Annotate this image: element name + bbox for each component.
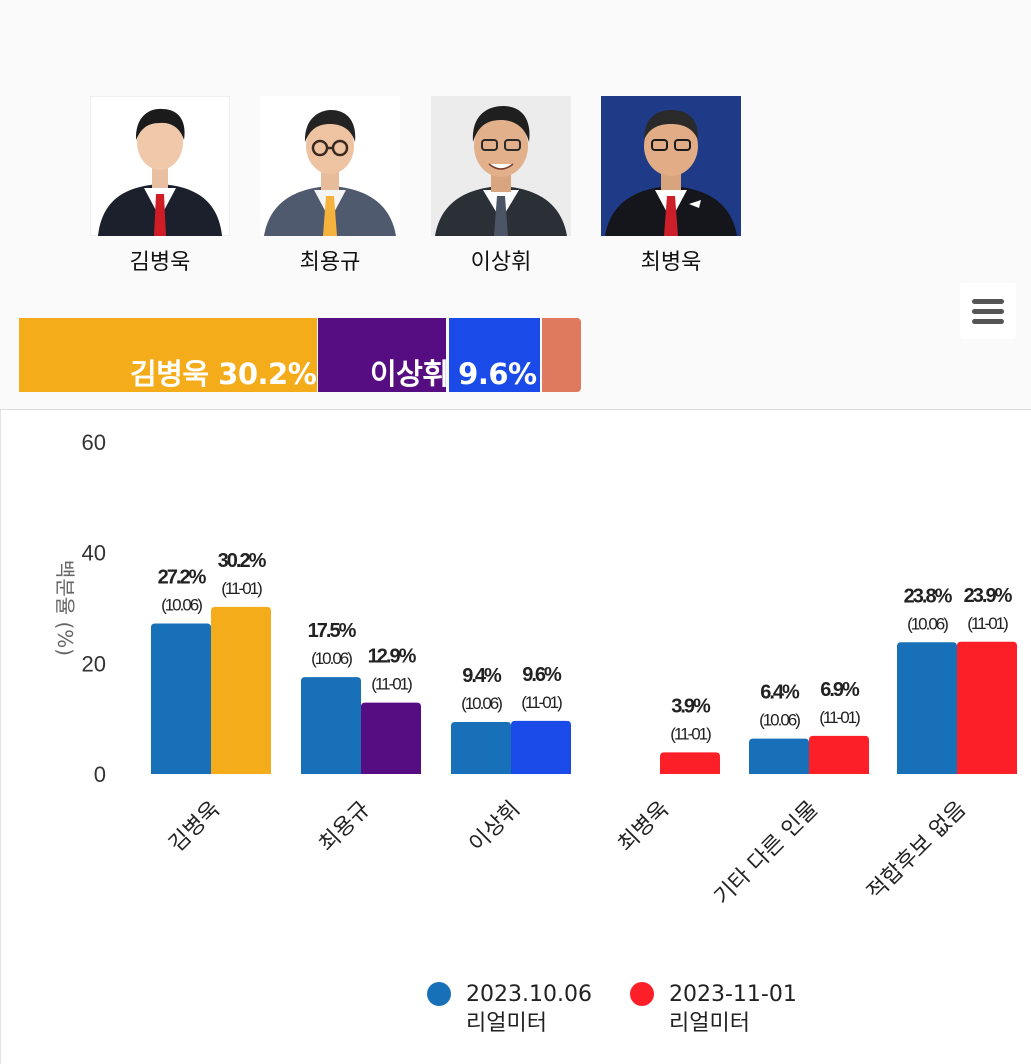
legend-item-series-1[interactable]: 2023.10.06 리얼미터 [466, 980, 592, 1038]
candidate-photo-1 [90, 96, 230, 236]
bar [749, 738, 809, 774]
data-label: 17.5% [308, 620, 357, 642]
data-label: 23.8% [904, 585, 953, 607]
x-tick-label: 기타 다른 인물 [710, 797, 823, 910]
data-date-label: (11-01) [819, 708, 860, 727]
data-date-label: (10.06) [759, 711, 800, 730]
legend-item-series-2[interactable]: 2023-11-01 리얼미터 [669, 980, 797, 1038]
data-label: 9.6% [522, 664, 562, 686]
y-axis-label: 백분율 (%) [53, 560, 77, 656]
candidate-name: 이상휘 [470, 250, 532, 275]
data-label: 30.2% [218, 550, 267, 572]
bar-segment-label: 김병욱 30.2% [130, 357, 317, 391]
x-tick-label: 적합후보 없음 [863, 797, 971, 905]
panel-border [0, 410, 1, 1064]
bar-chart: 0 20 40 60 백분율 (%) 27.2% (10.06) 17.5% (10.06) 9.… [53, 430, 1017, 910]
data-label: 27.2% [158, 566, 207, 588]
hamburger-menu-icon [972, 319, 1004, 324]
data-label: 12.9% [368, 646, 417, 668]
bar [809, 735, 869, 774]
bar-segment [318, 318, 446, 392]
data-date-label: (11-01) [521, 693, 562, 712]
candidate-photo-4 [601, 96, 741, 236]
bar [660, 752, 720, 774]
y-tick-label: 0 [94, 762, 106, 787]
bar [451, 721, 511, 774]
x-tick-label: 최용규 [315, 797, 376, 858]
bar [301, 677, 361, 774]
bar [151, 623, 211, 774]
legend-label: 리얼미터 [466, 1011, 547, 1036]
data-date-label: (11-01) [670, 724, 711, 743]
hamburger-menu-icon [972, 299, 1004, 304]
hamburger-menu-button[interactable] [960, 283, 1016, 339]
data-date-label: (10.06) [311, 649, 352, 668]
data-date-label: (10.06) [907, 614, 948, 633]
candidate-card-3[interactable]: 이상휘 [431, 96, 571, 276]
y-tick-label: 60 [82, 430, 106, 455]
candidate-card-1[interactable]: 김병욱 [90, 96, 230, 276]
bar [511, 720, 571, 774]
candidate-name: 김병욱 [129, 250, 191, 275]
candidate-card-2[interactable]: 최용규 [260, 96, 400, 276]
data-label: 6.9% [820, 679, 860, 701]
data-date-label: (11-01) [967, 614, 1008, 633]
y-tick-label: 40 [82, 541, 106, 566]
x-tick-label: 이상휘 [465, 797, 526, 858]
data-date-label: (11-01) [371, 675, 412, 694]
bar [361, 702, 421, 774]
stacked-support-bar: 김병욱 30.2% 이상휘 9.6% [19, 318, 581, 392]
bar [897, 642, 957, 774]
data-label: 3.9% [671, 695, 711, 717]
legend-marker [630, 982, 654, 1006]
candidate-card-4[interactable]: 최병욱 [601, 96, 741, 276]
legend-marker [427, 982, 451, 1006]
y-tick-label: 20 [82, 651, 106, 676]
bar [957, 641, 1017, 774]
data-label: 23.9% [964, 585, 1013, 607]
legend-label: 리얼미터 [669, 1011, 750, 1036]
legend-label: 2023.10.06 [466, 982, 592, 1007]
data-date-label: (11-01) [221, 579, 262, 598]
candidate-name: 최병욱 [640, 250, 702, 275]
data-label: 6.4% [760, 682, 800, 704]
data-label: 9.4% [462, 665, 502, 687]
data-date-label: (10.06) [161, 595, 202, 614]
bar-segment [449, 318, 540, 392]
section-divider [0, 409, 1031, 410]
x-tick-label: 김병욱 [165, 797, 226, 858]
candidate-name: 최용규 [299, 250, 361, 275]
bar [211, 606, 271, 774]
bar-segment-label: 이상휘 9.6% [370, 357, 537, 391]
legend-label: 2023-11-01 [669, 982, 797, 1007]
candidate-photo-2 [260, 96, 400, 236]
data-date-label: (10.06) [461, 694, 502, 713]
bar-segment [19, 318, 317, 392]
hamburger-menu-icon [972, 309, 1004, 314]
x-tick-label: 최병욱 [614, 797, 675, 858]
candidate-photo-3 [431, 96, 571, 236]
bar-segment [542, 318, 581, 392]
